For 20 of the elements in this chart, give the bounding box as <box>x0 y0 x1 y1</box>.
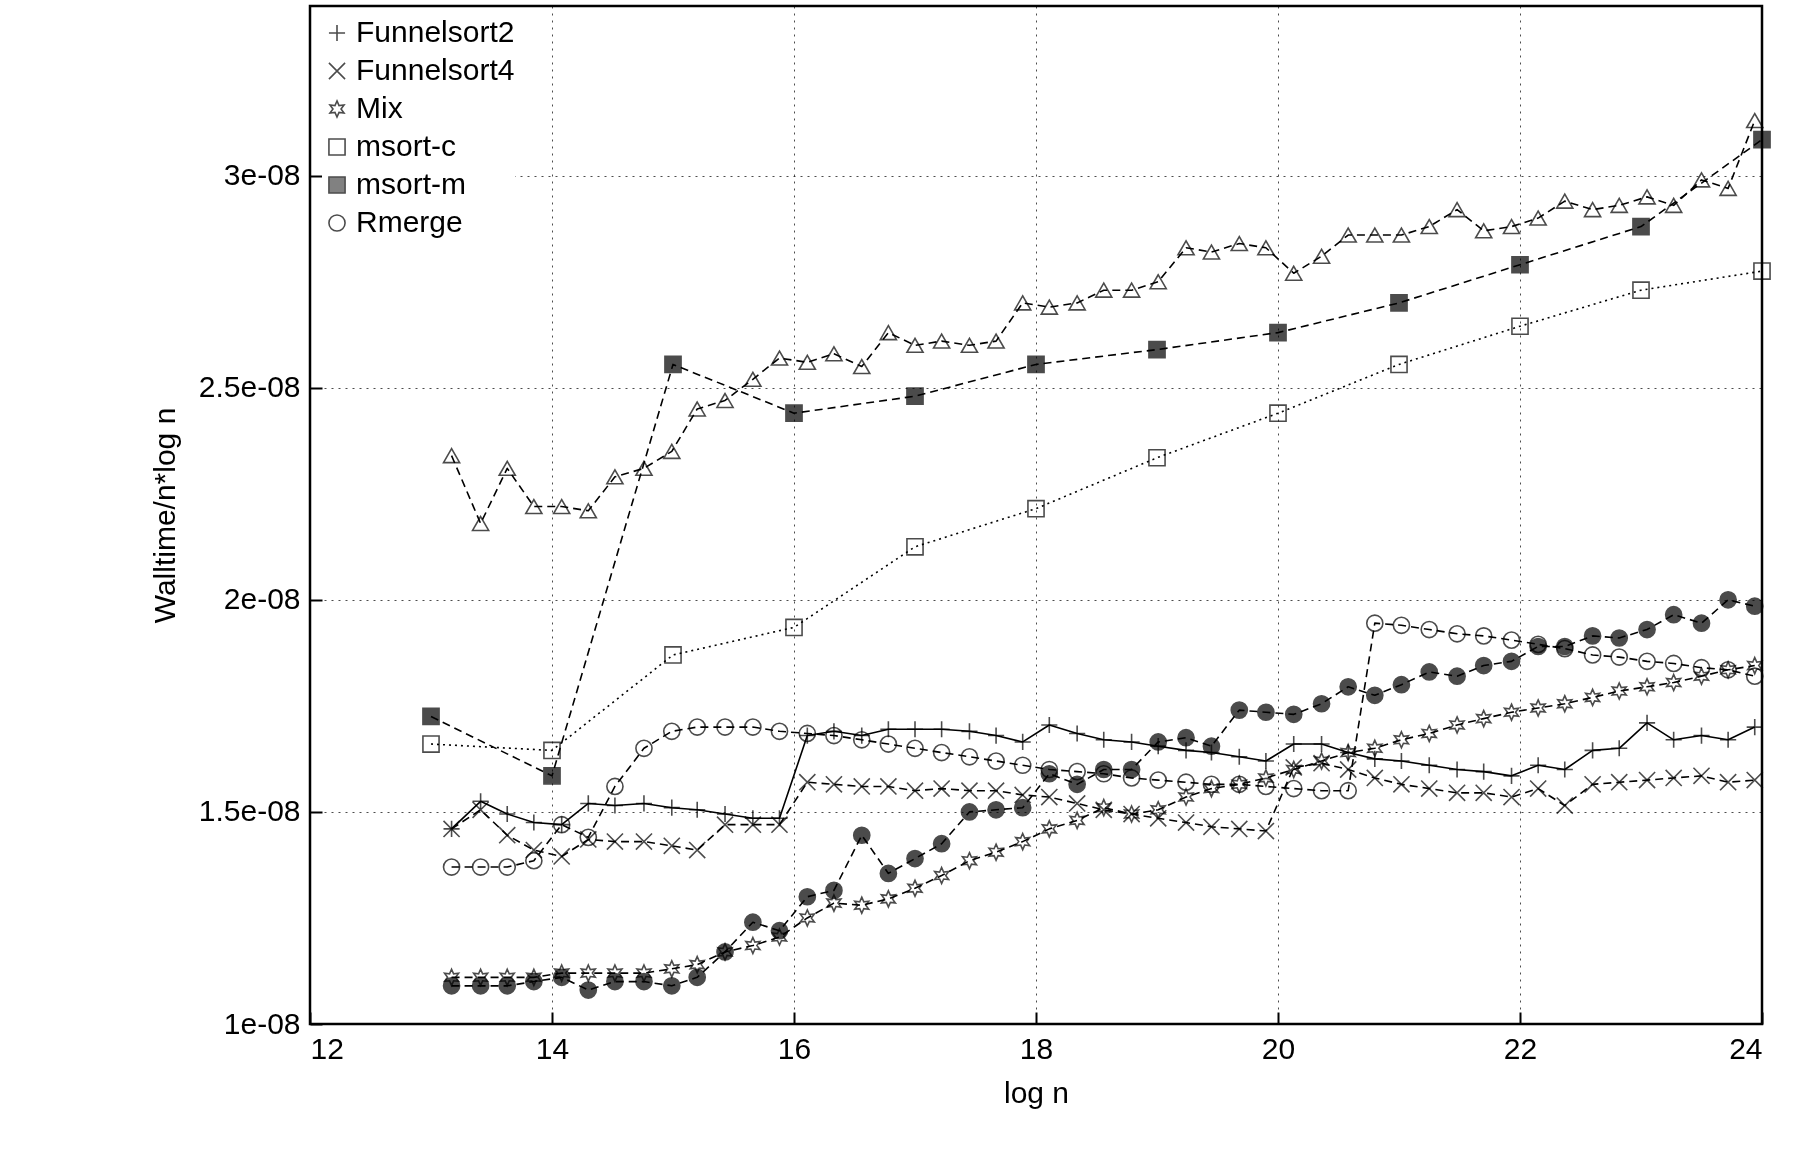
x-tick-label: 22 <box>1503 1031 1538 1065</box>
y-tick-label: 1e-08 <box>223 1006 301 1040</box>
y-axis-title: Walltime/n*log n <box>147 407 181 624</box>
legend-label: Funnelsort4 <box>356 53 515 86</box>
x-axis-title: log n <box>1003 1075 1070 1109</box>
legend-label: Mix <box>356 91 403 124</box>
y-tick-label: 3e-08 <box>223 158 301 192</box>
y-tick-label: 1.5e-08 <box>198 794 301 828</box>
x-tick-label: 18 <box>1019 1031 1054 1065</box>
x-tick-label: 16 <box>777 1031 812 1065</box>
x-tick-label: 12 <box>310 1031 344 1065</box>
legend-label: Rmerge <box>356 205 463 238</box>
y-tick-label: 2e-08 <box>223 582 301 616</box>
x-tick-label: 20 <box>1261 1031 1296 1065</box>
x-tick-label: 14 <box>535 1031 570 1065</box>
y-tick-label: 2.5e-08 <box>198 370 301 404</box>
legend-label: msort-m <box>356 167 466 200</box>
legend-label: Funnelsort2 <box>356 15 515 48</box>
x-tick-label: 24 <box>1729 1031 1763 1065</box>
legend-label: msort-c <box>356 129 456 162</box>
